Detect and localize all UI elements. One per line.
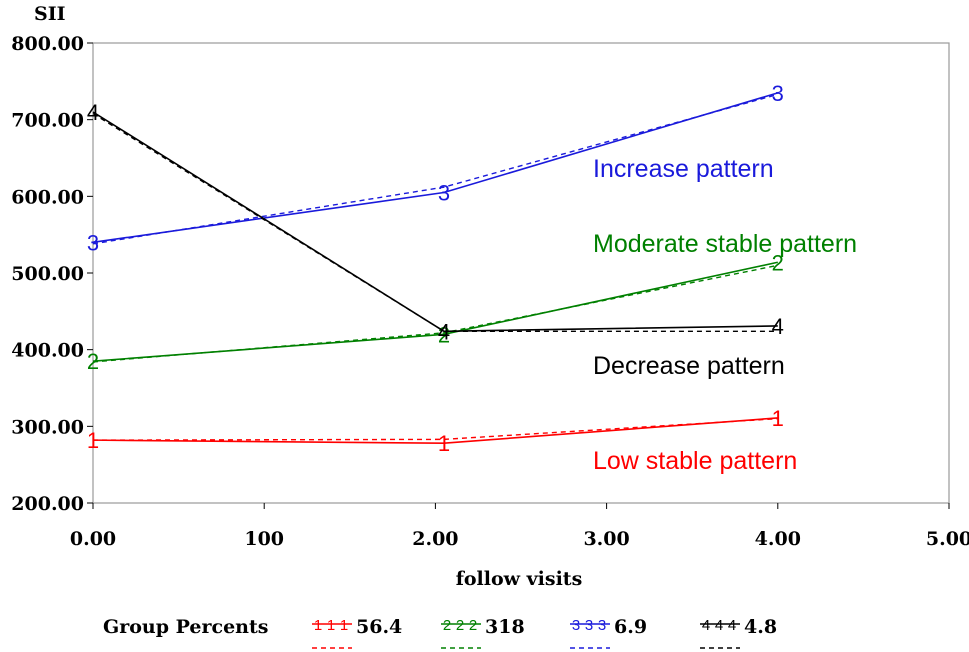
- x-tick-label: 4.00: [755, 528, 801, 550]
- series-1-observed-line: [92, 417, 778, 445]
- series-3-observed-line: [92, 92, 779, 244]
- series-4-point: 4: [772, 314, 784, 339]
- legend-percent: 318: [485, 616, 525, 638]
- series-3-point: 3: [438, 181, 450, 206]
- legend-marker: 1: [340, 617, 348, 634]
- legend-marker: 4: [702, 617, 710, 634]
- x-tick-label: 100: [244, 528, 284, 550]
- annotation-decrease: Decrease pattern: [593, 352, 785, 380]
- x-tick-label: 3.00: [583, 528, 629, 550]
- annotation-moderate: Moderate stable pattern: [593, 230, 857, 258]
- legend-marker: 2: [456, 617, 464, 634]
- legend-title: Group Percents: [103, 616, 268, 638]
- y-tick-label: 400.00: [11, 340, 84, 362]
- annotation-increase: Increase pattern: [593, 155, 774, 183]
- series-1-point: 1: [438, 431, 450, 456]
- x-tick-label: 0.00: [70, 528, 116, 550]
- series-1-point: 1: [772, 406, 784, 431]
- axis-ticks: 200.00 300.00 400.00 500.00 600.00 700.00 800.…: [11, 33, 969, 550]
- series-2-point: 2: [772, 250, 784, 275]
- y-tick-label: 600.00: [11, 186, 84, 208]
- legend-marker: 3: [585, 617, 593, 634]
- legend-percent: 6.9: [614, 616, 647, 638]
- series-2-observed-line: [92, 261, 778, 362]
- legend-marker: 2: [469, 617, 477, 634]
- legend-marker: 3: [572, 617, 580, 634]
- series-4-point: 4: [87, 100, 99, 125]
- series-1-point: 1: [87, 428, 99, 453]
- legend-marker: 4: [728, 617, 736, 634]
- x-tick-label: 5.00: [926, 528, 969, 550]
- legend: 1 1 1 56.4 2 2 2 318 3 3 3 6.9 4 4 4 4.8: [312, 616, 777, 649]
- legend-marker: 1: [327, 617, 335, 634]
- series-4-point: 4: [438, 319, 450, 344]
- series-3-point: 3: [87, 230, 99, 255]
- series-4-observed-line: [92, 111, 778, 333]
- x-tick-label: 2.00: [412, 528, 458, 550]
- annotation-low: Low stable pattern: [593, 447, 797, 475]
- legend-marker: 4: [715, 617, 723, 634]
- series-3-point: 3: [772, 81, 784, 106]
- y-tick-label: 800.00: [11, 33, 84, 55]
- series-2-estimated-line: [92, 264, 778, 363]
- y-tick-label: 200.00: [11, 493, 84, 515]
- y-tick-label: 500.00: [11, 263, 84, 285]
- legend-marker: 3: [598, 617, 606, 634]
- series-4-estimated-line: [92, 112, 778, 332]
- series-2-point: 2: [87, 349, 99, 374]
- y-tick-label: 300.00: [11, 416, 84, 438]
- x-axis-label: follow visits: [456, 568, 583, 590]
- legend-percent: 56.4: [356, 616, 402, 638]
- y-axis-label: SII: [34, 3, 66, 25]
- legend-marker: 1: [314, 617, 322, 634]
- y-tick-label: 700.00: [11, 110, 84, 132]
- legend-percent: 4.8: [744, 616, 777, 638]
- plot-frame: [92, 42, 950, 504]
- legend-marker: 2: [443, 617, 451, 634]
- series-1-estimated-line: [92, 417, 778, 441]
